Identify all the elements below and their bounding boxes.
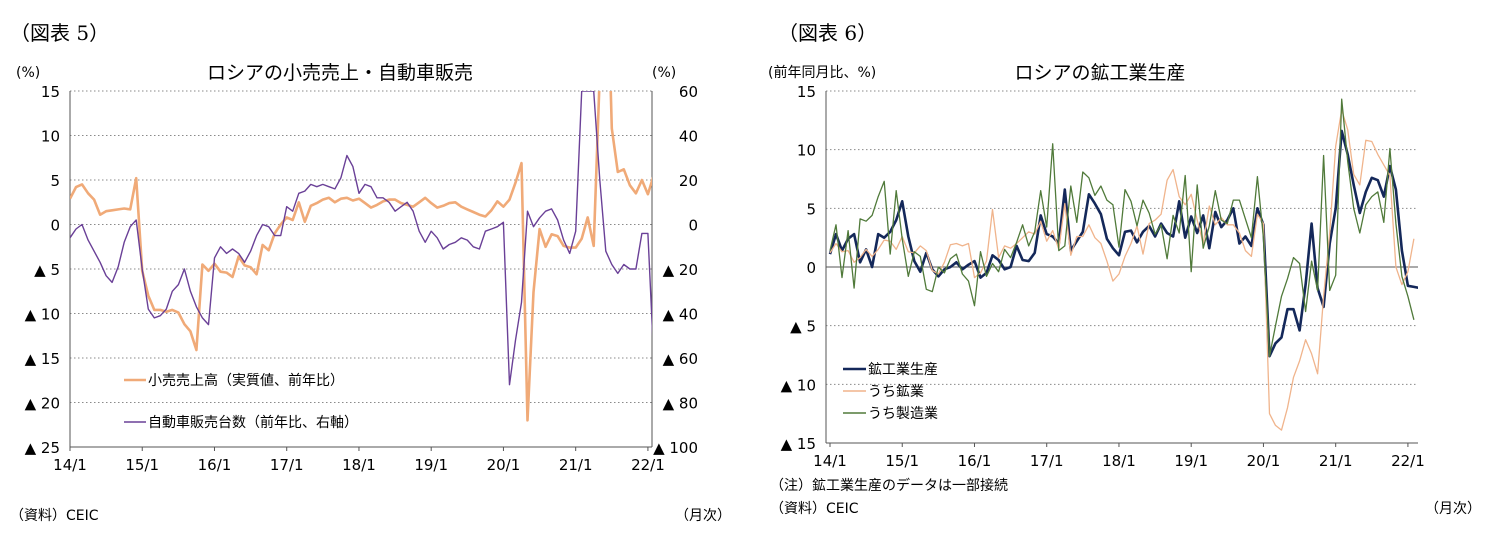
y-tick-label: ▲ 10 (25, 306, 60, 324)
x-tick-label: 16/1 (198, 456, 232, 474)
fig6-left-unit: (前年同月比、%) (768, 64, 876, 81)
fig6-title: ロシアの鉱工業生産 (1014, 62, 1185, 84)
x-tick-label: 18/1 (342, 456, 376, 474)
fig5-plot: 15 10 5 0 ▲ 5 ▲ 10 ▲ 15 ▲ 20 ▲ 25 60 40 20 0 ▲ 20 ▲ 40… (25, 83, 698, 474)
y2-tick-label: ▲ 20 (663, 261, 698, 279)
y-tick-label: 5 (50, 172, 60, 190)
fig5-right-unit: (%) (652, 65, 676, 81)
fig5-source: （資料）CEIC (10, 508, 99, 524)
y-tick-label: ▲ 15 (25, 350, 60, 368)
fig5-left-unit: (%) (16, 65, 40, 81)
y-tick-label: ▲ 5 (34, 261, 60, 279)
y-tick-label: ▲ 25 (25, 439, 60, 457)
x-tick-label: 16/1 (958, 452, 992, 470)
fig5-legend: 小売売上高（実質値、前年比） 自動車販売台数（前年比、右軸） (124, 372, 358, 431)
y2-tick-label: ▲ 40 (663, 306, 698, 324)
x-tick-label: 22/1 (631, 456, 665, 474)
x-tick-label: 22/1 (1391, 452, 1425, 470)
x-tick-label: 19/1 (1174, 452, 1208, 470)
legend-label-manufacturing: うち製造業 (868, 406, 938, 422)
x-tick-label: 15/1 (885, 452, 919, 470)
y-tick-label: ▲ 10 (781, 376, 816, 394)
x-tick-label: 17/1 (270, 456, 304, 474)
x-tick-label: 14/1 (53, 456, 87, 474)
x-tick-label: 14/1 (813, 452, 847, 470)
series-line-2 (829, 98, 1415, 357)
x-tick-label: 19/1 (414, 456, 448, 474)
y-tick-label: 5 (806, 200, 816, 218)
y2-tick-label: 0 (688, 217, 698, 235)
series-line-0 (828, 129, 1418, 358)
y2-tick-label: 40 (679, 128, 698, 146)
y-tick-label: 0 (50, 217, 60, 235)
fig6-figure-label: （図表 6） (778, 21, 877, 45)
fig5-x-label: （月次） (675, 508, 731, 524)
y-tick-label: ▲ 15 (781, 435, 816, 453)
y-tick-label: 15 (797, 83, 816, 101)
legend-label-retail: 小売売上高（実質値、前年比） (148, 372, 344, 389)
series-line-1 (70, 91, 652, 386)
fig6-note: （注）鉱工業生産のデータは一部接続 (770, 477, 1008, 494)
x-tick-label: 17/1 (1030, 452, 1064, 470)
fig6-source: （資料）CEIC (770, 501, 859, 517)
fig6-legend: 鉱工業生産 うち鉱業 うち製造業 (843, 361, 938, 422)
legend-label-industrial: 鉱工業生産 (868, 361, 938, 378)
x-tick-label: 18/1 (1102, 452, 1136, 470)
legend-label-auto: 自動車販売台数（前年比、右軸） (148, 414, 358, 431)
y-tick-label: 10 (797, 142, 816, 160)
y2-tick-label: ▲ 60 (663, 350, 698, 368)
y-tick-label: ▲ 5 (790, 318, 816, 336)
y-tick-label: ▲ 20 (25, 395, 60, 413)
y2-tick-label: 60 (679, 83, 698, 101)
x-tick-label: 15/1 (125, 456, 159, 474)
y-tick-label: 0 (806, 259, 816, 277)
fig5-title: ロシアの小売売上・自動車販売 (207, 62, 473, 84)
x-tick-label: 21/1 (1319, 452, 1353, 470)
y-tick-label: 15 (41, 83, 60, 101)
legend-label-mining: うち鉱業 (868, 383, 924, 400)
fig5-figure-label: （図表 5） (10, 21, 109, 45)
series-line-0 (70, 91, 652, 422)
y2-tick-label: ▲ 100 (653, 439, 698, 457)
y-tick-label: 10 (41, 128, 60, 146)
y2-tick-label: 20 (679, 172, 698, 190)
x-tick-label: 21/1 (559, 456, 593, 474)
x-tick-label: 20/1 (1247, 452, 1281, 470)
fig6-x-label: （月次） (1425, 501, 1481, 517)
y2-tick-label: ▲ 80 (663, 395, 698, 413)
series-line-1 (829, 109, 1415, 431)
x-tick-label: 20/1 (487, 456, 521, 474)
